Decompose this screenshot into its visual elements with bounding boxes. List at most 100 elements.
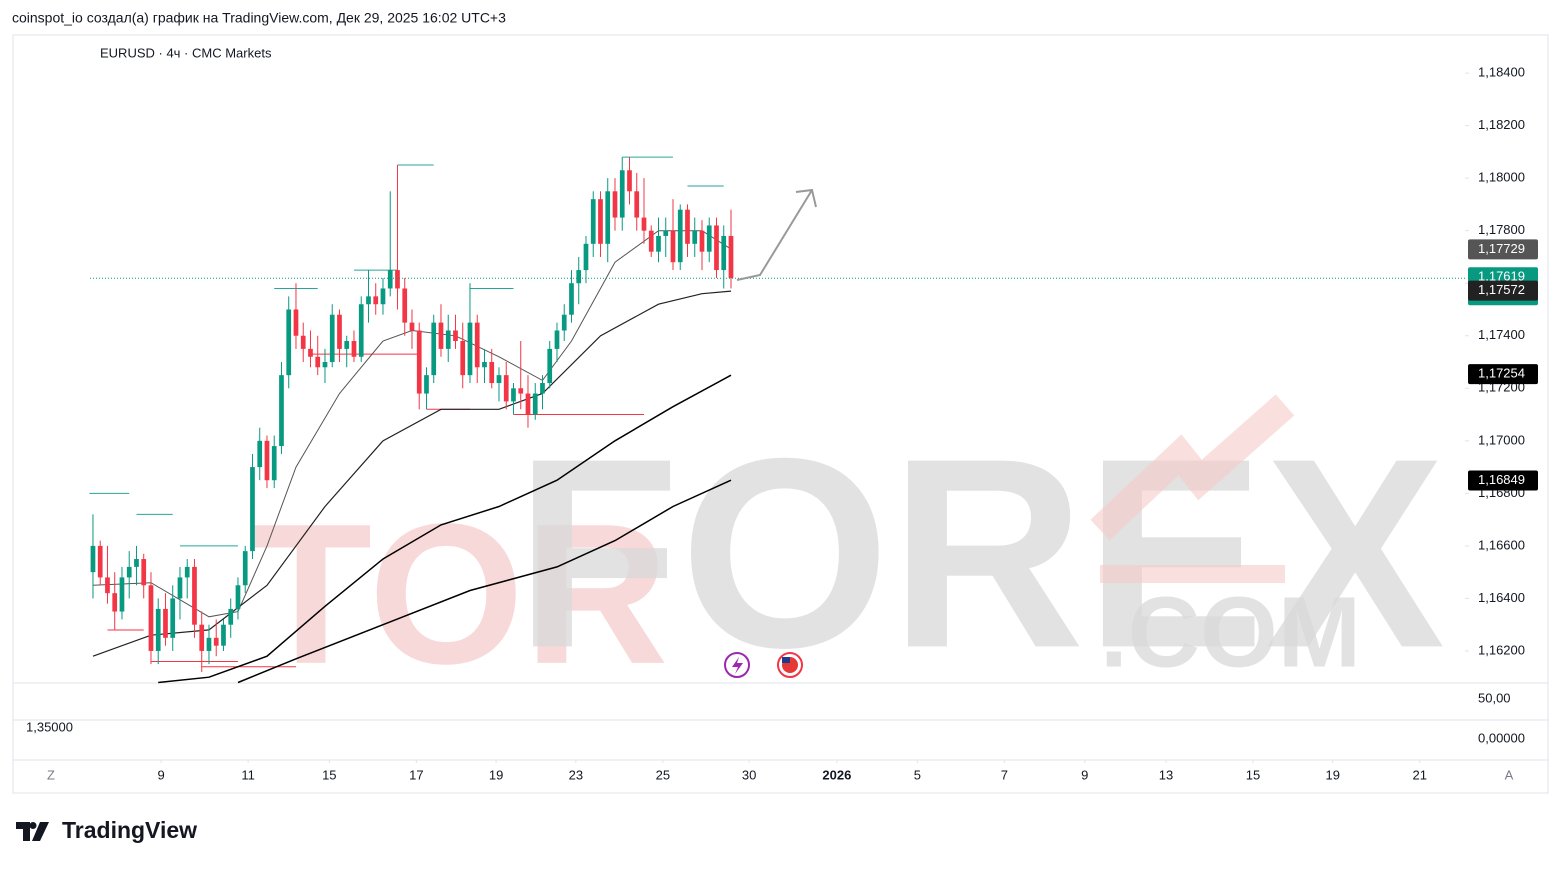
- candle-body: [358, 304, 364, 357]
- candle-body: [677, 209, 683, 263]
- candle-body: [634, 191, 640, 218]
- x-tick-label: 19: [1326, 767, 1340, 782]
- candle-body: [699, 230, 705, 252]
- credit: coinspot_io создал(а) график на TradingV…: [12, 10, 506, 26]
- candle-body: [380, 288, 386, 305]
- candle-body: [250, 467, 255, 552]
- candle-body: [656, 235, 661, 252]
- candle-body: [148, 585, 154, 651]
- flag-canton: [782, 657, 790, 663]
- x-tick-label: 17: [409, 767, 423, 782]
- x-tick-label: 30: [742, 767, 756, 782]
- candle-body: [308, 348, 313, 357]
- candle-body: [271, 446, 277, 481]
- x-tick-label: 25: [656, 767, 670, 782]
- pane-label: 50,00: [1478, 690, 1511, 705]
- x-tick-label: 9: [158, 767, 165, 782]
- candle-body: [315, 356, 321, 368]
- candle-body: [721, 235, 727, 271]
- candle-body: [576, 270, 582, 284]
- candle-body: [322, 362, 328, 368]
- candle-body: [163, 608, 168, 638]
- candle-body: [228, 608, 234, 625]
- candle-body: [474, 322, 480, 368]
- candle-body: [605, 191, 611, 244]
- price-label-bg: [1468, 364, 1538, 385]
- watermark: TOR FOREX .COM: [250, 394, 1446, 706]
- candle-body: [685, 209, 690, 244]
- candle-body: [344, 341, 350, 349]
- zoom-button[interactable]: Z: [47, 767, 55, 782]
- watermark-arrow: [1090, 394, 1295, 541]
- y-tick-label: 1,18000: [1478, 170, 1525, 185]
- y-tick-label: 1,16200: [1478, 642, 1525, 657]
- watermark-com: .COM: [1100, 576, 1361, 688]
- candle-body: [706, 225, 712, 252]
- y-tick-label: 1,16600: [1478, 537, 1525, 552]
- price-label: 1,17729: [1478, 241, 1525, 256]
- candle-body: [627, 170, 632, 192]
- candle-body: [547, 348, 553, 384]
- candle-body: [424, 375, 429, 394]
- candle-body: [184, 566, 190, 578]
- candle-body: [242, 551, 248, 586]
- candle-body: [540, 383, 545, 394]
- tv-logo: TradingView: [16, 817, 197, 843]
- x-tick-label: 7: [1001, 767, 1008, 782]
- candle-body: [366, 296, 371, 305]
- auto-button[interactable]: A: [1505, 767, 1514, 782]
- candle-body: [409, 322, 415, 331]
- candle-body: [511, 388, 516, 402]
- lightning: [732, 657, 743, 674]
- candle-body: [460, 341, 466, 376]
- candle-body: [141, 559, 147, 586]
- price-label-bg: [1468, 280, 1538, 301]
- price-label: 1,17254: [1478, 366, 1525, 381]
- candle-body: [199, 624, 205, 651]
- candle-body: [438, 322, 444, 349]
- candle-body: [518, 388, 524, 394]
- candle-body: [221, 624, 226, 646]
- watermark-bar: [1100, 565, 1285, 583]
- candle-body: [663, 230, 669, 236]
- x-tick-label: 5: [914, 767, 921, 782]
- x-tick-label: 13: [1159, 767, 1173, 782]
- x-tick-label: 21: [1413, 767, 1427, 782]
- candle-body: [445, 330, 451, 349]
- y-tick-label: 1,18400: [1478, 65, 1525, 80]
- candle-body: [496, 375, 502, 384]
- y-tick-label: 1,17400: [1478, 327, 1525, 342]
- moving-average: [158, 374, 732, 684]
- brand: TradingView: [62, 817, 197, 843]
- y-tick-label: 1,17000: [1478, 432, 1525, 447]
- x-tick-label: 11: [241, 767, 255, 782]
- y-tick-label: 1,17800: [1478, 222, 1525, 237]
- x-tick-label: 15: [322, 767, 336, 782]
- candle-body: [416, 330, 422, 394]
- candle-body: [257, 440, 263, 468]
- candle-body: [612, 191, 618, 218]
- watermark-forex: FOREX: [515, 403, 1446, 704]
- x-tick-label: 23: [569, 767, 583, 782]
- logo-mark: [16, 822, 49, 841]
- price-label-bg: [1468, 470, 1538, 491]
- candle-body: [387, 270, 393, 289]
- candle-body: [453, 330, 458, 342]
- candle-body: [134, 559, 139, 567]
- price-label: 1,17572: [1478, 282, 1525, 297]
- price-label: 1,16849: [1478, 472, 1525, 487]
- candle-body: [583, 243, 589, 271]
- candle-body: [641, 217, 647, 231]
- candle-body: [177, 577, 183, 599]
- y-tick-label: 1,18200: [1478, 117, 1525, 132]
- pane-label: 0,00000: [1478, 730, 1525, 745]
- candle-body: [569, 283, 574, 315]
- candle-body: [503, 375, 509, 402]
- pane-label: 1,35000: [26, 719, 73, 734]
- candle-body: [119, 577, 125, 612]
- candle-body: [489, 362, 495, 384]
- candle-body: [554, 330, 560, 349]
- candle-body: [590, 199, 596, 244]
- moving-average: [237, 479, 732, 684]
- candle-body: [692, 230, 698, 244]
